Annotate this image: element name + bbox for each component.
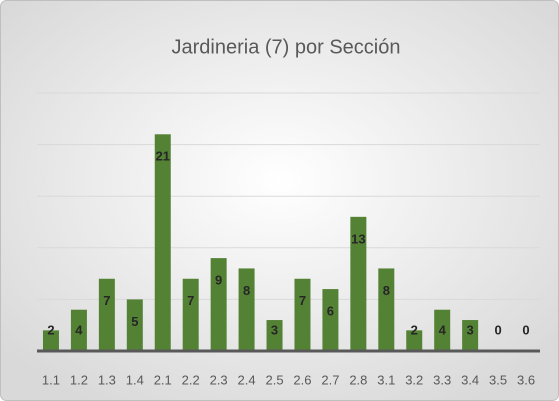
data-label: 7 <box>187 293 194 308</box>
x-tick-label: 2.4 <box>238 372 256 387</box>
x-tick-label: 1.1 <box>42 372 60 387</box>
x-tick-label: 2.2 <box>182 372 200 387</box>
data-label: 9 <box>215 273 222 288</box>
bar <box>294 278 311 351</box>
x-tick-label: 2.1 <box>154 372 172 387</box>
data-label: 3 <box>467 322 474 337</box>
bar <box>406 330 423 351</box>
data-label: 2 <box>411 322 418 337</box>
x-tick-label: 3.3 <box>433 372 451 387</box>
data-label: 4 <box>75 322 83 337</box>
x-tick-label: 3.1 <box>377 372 395 387</box>
bar <box>434 309 451 351</box>
bar <box>322 289 339 351</box>
bar <box>182 278 199 351</box>
bar <box>154 134 171 351</box>
data-label: 21 <box>156 149 170 164</box>
bar <box>210 258 227 351</box>
bar <box>70 309 87 351</box>
bar <box>266 320 283 351</box>
x-tick-label: 2.3 <box>210 372 228 387</box>
x-tick-label: 3.6 <box>517 372 535 387</box>
data-label: 3 <box>271 322 278 337</box>
data-label: 7 <box>299 293 306 308</box>
bar <box>378 268 395 351</box>
bar <box>42 330 59 351</box>
x-tick-label: 3.2 <box>405 372 423 387</box>
data-label: 2 <box>47 322 54 337</box>
bar <box>238 268 255 351</box>
data-label: 8 <box>243 283 250 298</box>
data-label: 8 <box>383 283 390 298</box>
data-label: 5 <box>131 314 138 329</box>
x-tick-label: 2.5 <box>265 372 283 387</box>
x-tick-label: 1.3 <box>98 372 116 387</box>
x-tick-label: 2.7 <box>321 372 339 387</box>
bar <box>350 216 367 351</box>
data-label: 7 <box>103 293 110 308</box>
bar <box>462 320 479 351</box>
data-label: 0 <box>522 322 529 337</box>
bar <box>126 299 143 351</box>
x-tick-label: 2.6 <box>293 372 311 387</box>
x-tick-label: 3.5 <box>489 372 507 387</box>
data-label: 0 <box>494 322 501 337</box>
x-tick-label: 3.4 <box>461 372 479 387</box>
data-label: 4 <box>439 322 447 337</box>
x-tick-label: 2.8 <box>349 372 367 387</box>
chart-title: Jardineria (7) por Sección <box>172 36 401 58</box>
data-label: 6 <box>327 304 334 319</box>
data-label: 13 <box>351 231 365 246</box>
x-tick-label: 1.2 <box>70 372 88 387</box>
bar <box>98 278 115 351</box>
x-tick-label: 1.4 <box>126 372 144 387</box>
